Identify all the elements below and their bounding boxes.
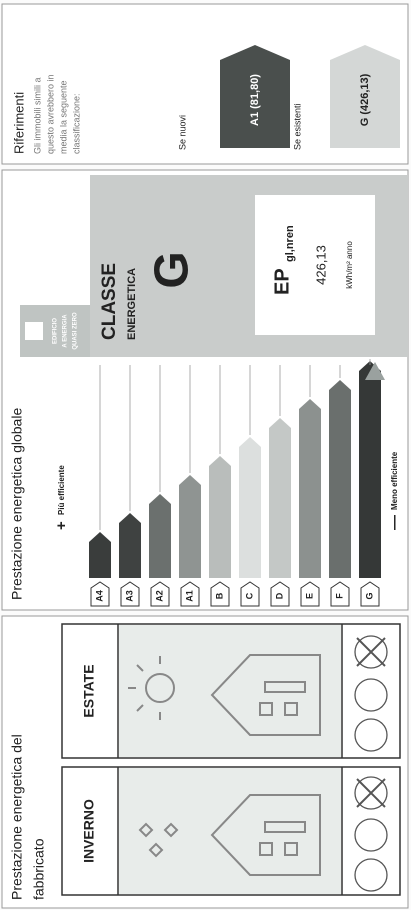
class-title: ENERGETICA [126, 268, 138, 340]
class-bar [359, 361, 381, 578]
ref-text: Gli immobili simili a [32, 77, 42, 154]
class-bar [329, 380, 351, 578]
class-label: A3 [124, 590, 134, 602]
class-label-box [180, 581, 200, 607]
class-bar [209, 456, 231, 578]
class-label-box [360, 581, 380, 607]
ep-box [255, 195, 375, 335]
class-title: CLASSE [99, 263, 120, 340]
ref-arrow [330, 45, 400, 148]
class-label-box [330, 581, 350, 607]
class-bar [299, 399, 321, 578]
class-label: G [364, 592, 374, 599]
ref-text: questo avrebbero in [45, 74, 55, 154]
ref-label: Se nuovi [177, 115, 187, 150]
nzeb-text: QUASI ZERO [73, 312, 79, 350]
class-scale: A4 A3 A2 A1 B C D E F G [89, 359, 381, 607]
class-label: A4 [94, 590, 104, 602]
ref-value: A1 (81,80) [249, 74, 261, 126]
less-efficient: Meno efficiente [390, 451, 399, 510]
class-label-box [90, 581, 110, 607]
class-label: F [334, 593, 344, 599]
class-label: C [244, 592, 254, 599]
section-title: Prestazione energetica globale [9, 408, 25, 600]
section-title: Riferimenti [11, 92, 26, 154]
section-frame [1, 3, 409, 165]
class-pointer [365, 362, 385, 380]
ref-label: Se esistenti [292, 103, 302, 150]
ep-value: 426,13 [313, 245, 328, 285]
class-bar [89, 532, 111, 578]
cell-bg [119, 625, 341, 757]
nzeb-text: EDIFICIO [53, 318, 59, 344]
ep-sub: gl,nren [284, 225, 296, 262]
class-label: A2 [154, 590, 164, 602]
ep-label: EP [271, 268, 293, 295]
class-label-box [300, 581, 320, 607]
class-label-box [210, 581, 230, 607]
ref-arrow [220, 45, 290, 148]
nzeb-text: A ENERGIA [63, 314, 69, 348]
nzeb-box [20, 305, 90, 357]
class-label: E [304, 593, 314, 599]
class-bar [179, 475, 201, 578]
class-label-box [120, 581, 140, 607]
class-bar [119, 513, 141, 578]
class-bar [239, 437, 261, 578]
house-icons [128, 654, 321, 876]
class-label: B [214, 592, 224, 599]
more-efficient: Più efficiente [57, 465, 66, 515]
column-header: INVERNO [81, 799, 97, 863]
table-grid [61, 623, 401, 896]
ep-unit: kWh/m² anno [345, 241, 354, 289]
section-title: fabbricato [31, 838, 47, 900]
comfort-icons [354, 635, 388, 892]
class-bar [149, 494, 171, 578]
ref-value: G (426,13) [359, 73, 371, 126]
class-bar [269, 418, 291, 578]
plus: + [53, 521, 70, 530]
class-letter: G [146, 251, 199, 288]
column-header: ESTATE [81, 664, 97, 717]
class-label: D [274, 592, 284, 599]
ref-text: classificazione: [71, 93, 81, 154]
minus: — [386, 515, 403, 530]
section-title: Prestazione energetica del [9, 734, 25, 900]
class-label-box [240, 581, 260, 607]
nzeb-check [25, 322, 43, 340]
class-label: A1 [184, 590, 194, 602]
ref-text: media la seguente [58, 80, 68, 154]
class-label-box [150, 581, 170, 607]
class-label-box [270, 581, 290, 607]
cell-bg [119, 768, 341, 894]
